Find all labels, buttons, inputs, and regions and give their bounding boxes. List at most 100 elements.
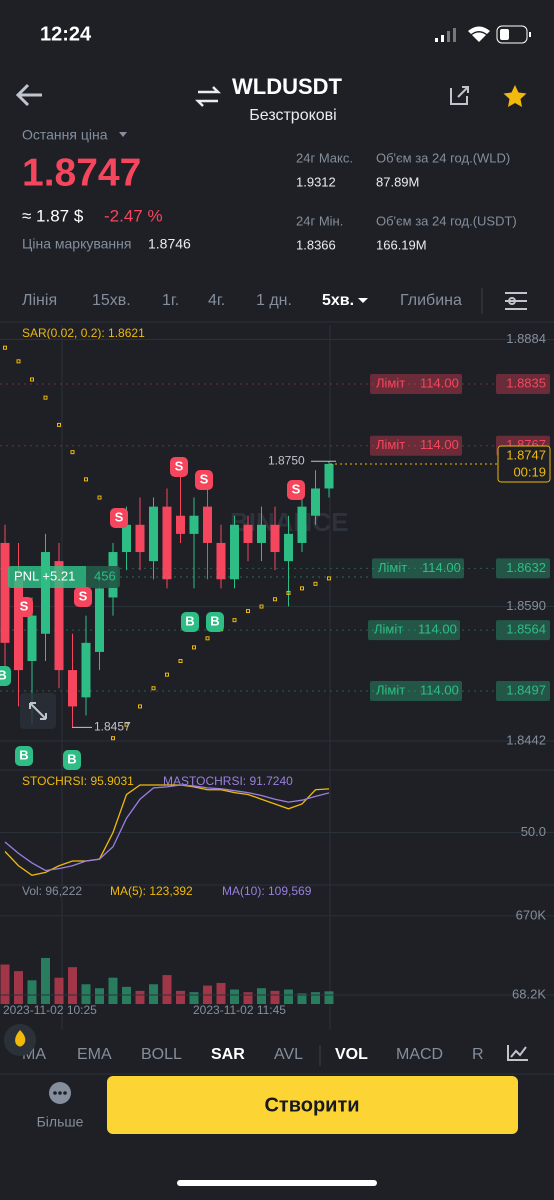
trade-marker-label: S <box>20 598 29 613</box>
volume-bar <box>135 990 145 1004</box>
candle-body <box>270 524 280 553</box>
trade-marker[interactable] <box>110 508 128 528</box>
sar-dot <box>327 576 331 581</box>
create-label: Створити <box>264 1094 359 1116</box>
trade-marker[interactable] <box>206 612 224 632</box>
last-price: 1.8747 <box>22 151 141 194</box>
timeframe-tab[interactable]: 1 дн. <box>256 292 292 309</box>
timeframe-tab[interactable]: Глибина <box>400 292 462 309</box>
sar-dot <box>30 377 34 382</box>
indicator-chart-icon[interactable] <box>507 1045 528 1061</box>
fullscreen-icon <box>29 702 47 720</box>
candle-body <box>0 542 10 643</box>
indicator-tab[interactable]: VOL <box>335 1046 368 1063</box>
candle-body <box>284 533 293 562</box>
chart-settings-icon[interactable] <box>505 292 527 310</box>
volume-bar <box>108 977 118 1004</box>
candle-body <box>68 670 77 707</box>
trade-marker[interactable] <box>63 750 81 770</box>
order-box[interactable] <box>370 435 462 456</box>
timeframe-tab[interactable]: 1г. <box>162 292 179 309</box>
stoch-line <box>4 784 330 876</box>
trade-marker[interactable] <box>195 470 213 490</box>
trade-marker-label: B <box>67 751 76 766</box>
trade-marker-label: S <box>200 471 209 486</box>
symbol: WLDUSDT <box>232 74 343 99</box>
indicator-tab[interactable]: R <box>472 1046 484 1063</box>
y-tick-label: 1.8590 <box>506 598 546 613</box>
favorite-star[interactable] <box>503 85 527 107</box>
candle-body <box>243 524 253 543</box>
stat-value: 1.9312 <box>296 174 336 189</box>
volume-label: Vol: 96,222 <box>22 884 82 898</box>
sar-dot <box>178 659 183 664</box>
indicator-tab[interactable]: MACD <box>396 1046 443 1063</box>
order-box[interactable] <box>370 680 462 701</box>
trade-marker[interactable] <box>15 597 33 617</box>
order-box[interactable] <box>368 620 460 641</box>
sar-dot <box>300 586 304 591</box>
last-price-box <box>497 445 551 483</box>
trade-marker-label: B <box>210 613 219 628</box>
high-label: 1.8750 <box>268 453 305 467</box>
price-label: Остання ціна <box>22 127 108 143</box>
indicator-tab[interactable]: AVL <box>274 1046 303 1063</box>
order-box[interactable] <box>372 558 464 579</box>
mastoch-line <box>4 784 330 872</box>
order-price: 1.8497 <box>506 682 546 697</box>
trade-marker[interactable] <box>181 612 199 632</box>
indicator-bar <box>0 1030 554 1080</box>
date-label: 2023-11-02 10:25 <box>3 1003 97 1017</box>
create-button[interactable] <box>107 1076 518 1134</box>
order-price-box <box>496 680 550 701</box>
timeframe-caret <box>358 298 368 303</box>
volume-bar <box>14 971 23 1004</box>
sar-dot <box>16 359 21 364</box>
timeframe-tab[interactable]: Лінія <box>22 292 57 309</box>
stat-value: 166.19M <box>376 237 427 252</box>
trade-marker[interactable] <box>287 480 305 500</box>
volume-bar <box>27 980 37 1004</box>
volume-bar <box>0 964 10 1004</box>
order-type: Ліміт <box>374 622 403 637</box>
order-box[interactable] <box>370 374 462 395</box>
sar-dot <box>246 609 250 614</box>
indicator-tab[interactable]: SAR <box>211 1046 245 1063</box>
trade-marker-label: B <box>185 613 194 628</box>
timeframe-tab[interactable]: 5хв. <box>322 292 354 309</box>
indicator-tab[interactable]: BOLL <box>141 1046 182 1063</box>
order-qty: 114.00 <box>420 375 459 390</box>
trade-marker[interactable] <box>74 587 92 607</box>
indicator-tab[interactable]: EMA <box>77 1046 112 1063</box>
trade-marker-label: S <box>292 481 301 496</box>
candle-body <box>95 588 104 652</box>
stat-label: 24г Мін. <box>296 213 343 228</box>
back-button[interactable] <box>15 83 42 107</box>
order-qty: 114.00 <box>422 560 461 575</box>
countdown: 00:19 <box>513 464 546 479</box>
order-price-box <box>496 374 550 395</box>
sar-dot <box>138 704 142 709</box>
sar-dot <box>259 604 264 609</box>
volume-bar <box>81 984 91 1004</box>
trade-marker[interactable] <box>0 666 11 686</box>
order-qty: 114.00 <box>420 437 459 452</box>
stoch-label: STOCHRSI: 95.9031 <box>22 774 134 788</box>
price-change: -2.47 % <box>104 206 163 225</box>
sar-dot <box>232 618 237 623</box>
swap-icon[interactable] <box>194 86 222 107</box>
y-tick-label: 50.0 <box>521 824 546 839</box>
timeframe-tab[interactable]: 4г. <box>208 292 225 309</box>
more-label[interactable]: Більше <box>37 1114 84 1130</box>
timeframe-tab[interactable]: 15хв. <box>92 292 131 309</box>
trade-marker[interactable] <box>15 746 33 766</box>
share-icon[interactable] <box>450 86 469 105</box>
y-tick-label: 68.2K <box>512 986 546 1001</box>
y-tick-label: 1.8442 <box>506 732 546 747</box>
trade-marker-label: B <box>0 667 7 682</box>
mark-label: Ціна маркування <box>22 236 131 252</box>
trade-marker[interactable] <box>170 457 188 477</box>
candle-body <box>176 515 185 534</box>
sar-dot <box>111 736 115 741</box>
candle-body <box>257 524 266 543</box>
